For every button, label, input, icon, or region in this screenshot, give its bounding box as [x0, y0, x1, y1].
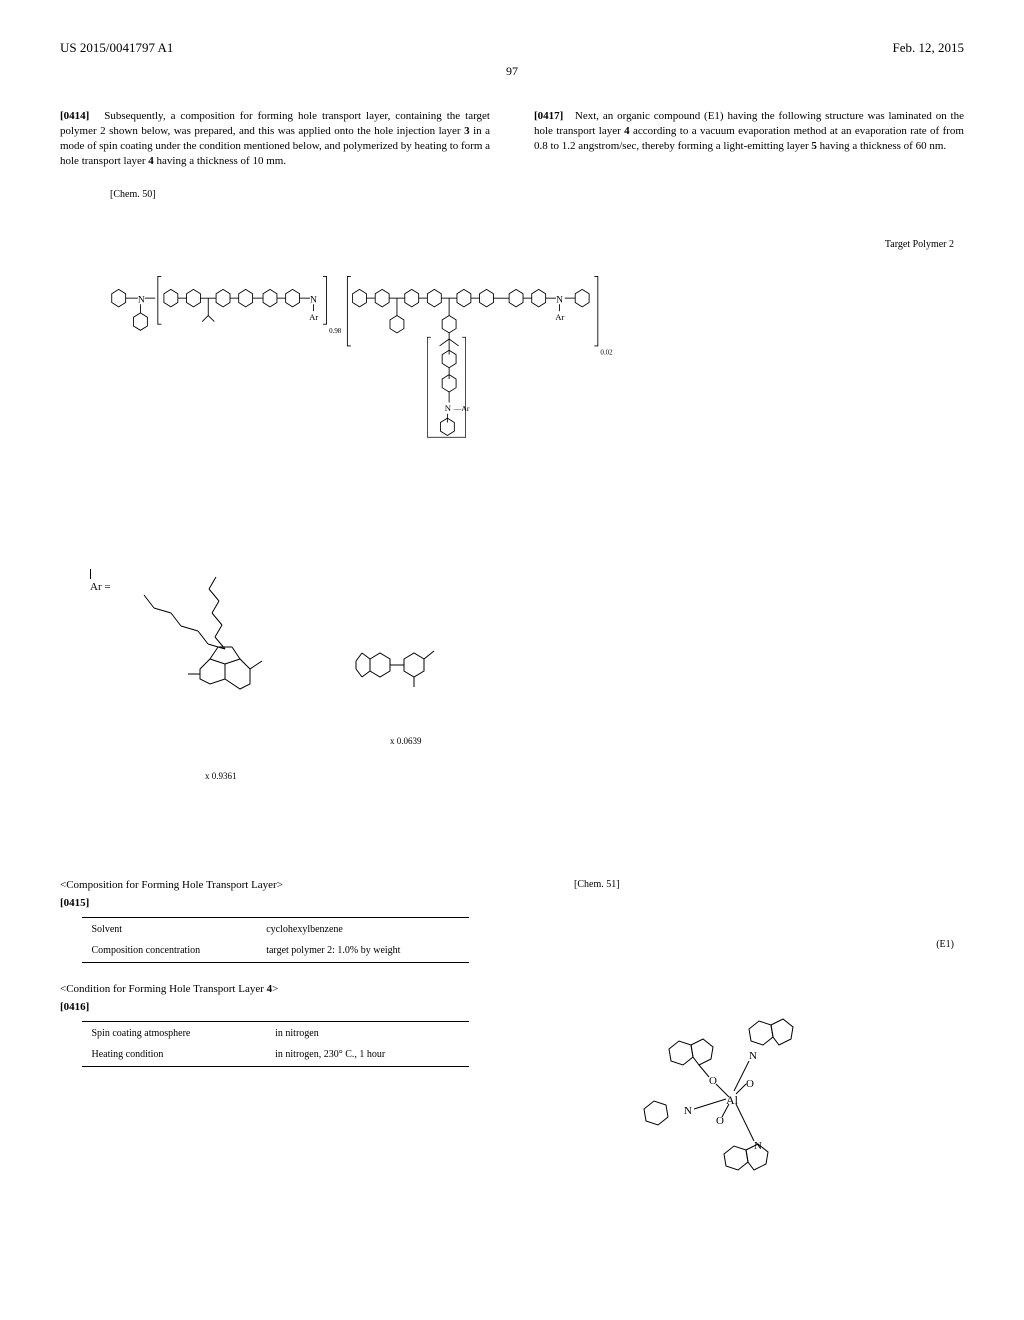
- layer-ref: 5: [811, 140, 817, 152]
- e1-label: (E1): [936, 939, 954, 950]
- lower-left-column: <Composition for Forming Hole Transport …: [60, 879, 490, 1087]
- chem-50-label: [Chem. 50]: [110, 188, 490, 202]
- table-cell: Heating condition: [84, 1045, 266, 1064]
- page-number: 97: [60, 64, 964, 79]
- para-num: [0417]: [534, 110, 563, 122]
- table-cell: cyclohexylbenzene: [258, 920, 466, 939]
- comp-section-title: <Composition for Forming Hole Transport …: [60, 879, 490, 891]
- table-cell: Spin coating atmosphere: [84, 1024, 266, 1043]
- paragraph-0417: [0417] Next, an organic compound (E1) ha…: [534, 109, 964, 154]
- sub-002: 0.02: [600, 349, 613, 357]
- polymer-label: Target Polymer 2: [885, 239, 954, 250]
- para-num: [0414]: [60, 110, 89, 122]
- svg-text:N: N: [684, 1105, 692, 1117]
- svg-text:Ar: Ar: [555, 312, 564, 322]
- svg-text:N: N: [556, 294, 563, 305]
- alq3-structure-svg: Al O O O N N N: [614, 959, 854, 1239]
- layer-ref: 4: [624, 125, 630, 137]
- svg-text:O: O: [716, 1115, 724, 1127]
- svg-text:—Ar: —Ar: [452, 404, 469, 413]
- table-cell: in nitrogen, 230° C., 1 hour: [267, 1045, 466, 1064]
- polymer-figure: Target Polymer 2 N: [60, 239, 964, 859]
- table-cell: Solvent: [84, 920, 257, 939]
- svg-text:N: N: [310, 294, 317, 305]
- lower-right-column: [Chem. 51] (E1) Al O O O N N N: [534, 879, 964, 910]
- ar-definition-svg: x 0.9361 x 0.0639: [90, 549, 590, 829]
- publication-date: Feb. 12, 2015: [893, 40, 965, 56]
- para-0416-num: [0416]: [60, 1001, 490, 1013]
- polymer-chain-svg: N: [90, 259, 855, 459]
- chem-51-label: [Chem. 51]: [574, 879, 964, 890]
- right-column: [0417] Next, an organic compound (E1) ha…: [534, 109, 964, 160]
- composition-table: Solventcyclohexylbenzene Composition con…: [82, 917, 469, 963]
- para-0415-num: [0415]: [60, 897, 490, 909]
- svg-text:N: N: [749, 1050, 757, 1062]
- layer-ref: 4: [148, 155, 154, 167]
- content-area: [0414] Subsequently, a composition for f…: [60, 109, 964, 1269]
- svg-text:Ar: Ar: [309, 312, 318, 322]
- publication-number: US 2015/0041797 A1: [60, 40, 173, 56]
- condition-table: Spin coating atmospherein nitrogen Heati…: [82, 1021, 469, 1067]
- cond-section-title: <Condition for Forming Hole Transport La…: [60, 983, 490, 995]
- sub-098: 0.98: [329, 327, 342, 335]
- svg-text:O: O: [746, 1078, 754, 1090]
- left-column: [0414] Subsequently, a composition for f…: [60, 109, 490, 210]
- frac-09361: x 0.9361: [205, 771, 237, 781]
- page-header: US 2015/0041797 A1 Feb. 12, 2015: [60, 40, 964, 56]
- paragraph-0414: [0414] Subsequently, a composition for f…: [60, 109, 490, 168]
- svg-text:N: N: [445, 403, 452, 413]
- table-cell: in nitrogen: [267, 1024, 466, 1043]
- svg-text:N: N: [138, 294, 145, 305]
- table-cell: Composition concentration: [84, 941, 257, 960]
- frac-00639: x 0.0639: [390, 736, 422, 746]
- svg-text:O: O: [709, 1075, 717, 1087]
- table-cell: target polymer 2: 1.0% by weight: [258, 941, 466, 960]
- layer-ref: 3: [464, 125, 470, 137]
